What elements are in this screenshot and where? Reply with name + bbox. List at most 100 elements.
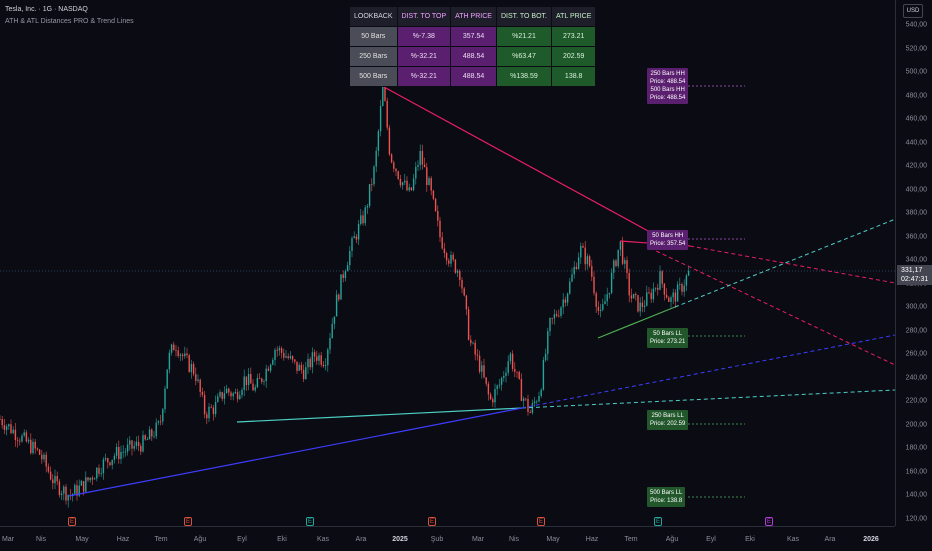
candle-body <box>360 215 362 224</box>
candle-body <box>3 425 6 430</box>
candle-body <box>14 429 17 441</box>
earnings-icon[interactable]: E <box>68 517 76 526</box>
candle-body <box>432 190 435 199</box>
candle-body <box>239 395 241 400</box>
candle-body <box>329 338 331 350</box>
candle-body <box>274 349 276 361</box>
candle-body <box>487 383 490 395</box>
candle-body <box>25 432 28 442</box>
candle-body <box>683 285 685 292</box>
candle-body <box>687 270 690 276</box>
earnings-icon[interactable]: E <box>428 517 436 526</box>
time-tick: Şub <box>430 536 444 543</box>
candle-body <box>419 150 421 166</box>
candle-body <box>219 392 221 397</box>
candle-body <box>569 281 571 294</box>
candle-body <box>399 178 402 186</box>
candle-body <box>676 284 679 302</box>
label-line: Price: 357.54 <box>650 241 686 247</box>
price-tick: 180,00 <box>905 444 927 452</box>
ll-50-label: 50 Bars LL Price: 273.21 <box>647 328 689 348</box>
candle-body <box>192 364 195 375</box>
candle-body <box>540 389 542 396</box>
candle-body <box>247 373 250 385</box>
candle-body <box>498 384 501 386</box>
candle-body <box>203 394 206 415</box>
candle-body <box>639 302 641 312</box>
ll-250-label: 250 Bars LL Price: 202.59 <box>647 410 689 430</box>
candle-body <box>681 284 683 292</box>
candle-body <box>111 459 113 466</box>
earnings-icon[interactable]: E <box>537 517 545 526</box>
candle-body <box>294 359 296 362</box>
candle-body <box>45 454 47 467</box>
candle-body <box>190 364 193 372</box>
candle-body <box>144 435 146 440</box>
candle-body <box>177 350 179 356</box>
label-line: Price: 488.54 <box>650 95 686 101</box>
currency-button[interactable]: USD <box>903 4 923 18</box>
bar-countdown: 02:47:31 <box>901 276 929 283</box>
candle-body <box>148 429 151 440</box>
candle-body <box>133 445 135 449</box>
candle-body <box>142 435 144 452</box>
candle-body <box>331 323 333 339</box>
candle-body <box>386 100 388 128</box>
support-teal-extension <box>521 389 895 409</box>
label-line: Price: 488.54 <box>650 79 686 85</box>
price-tick: 300,00 <box>905 303 927 311</box>
candle-body <box>91 477 94 480</box>
candle-body <box>305 367 307 380</box>
candle-body <box>269 364 272 371</box>
lookback-table: LOOKBACK DIST. TO TOP ATH PRICE DIST. TO… <box>349 6 597 87</box>
candle-body <box>588 256 591 267</box>
time-tick: Ara <box>824 536 836 543</box>
candle-body <box>549 318 551 332</box>
candle-body <box>417 165 419 167</box>
candle-body <box>115 446 118 456</box>
candle-body <box>423 164 426 168</box>
earnings-icon[interactable]: E <box>765 517 773 526</box>
candle-body <box>76 485 78 496</box>
candle-body <box>159 421 162 423</box>
price-tick: 120,00 <box>905 515 927 523</box>
candle-body <box>635 294 637 296</box>
candle-body <box>8 424 10 427</box>
candle-body <box>311 352 314 368</box>
earnings-icon[interactable]: E <box>654 517 662 526</box>
candle-body <box>223 393 226 399</box>
candle-body <box>659 271 661 290</box>
candle-body <box>124 451 127 453</box>
candle-body <box>349 250 351 266</box>
col-dist-bot: DIST. TO BOT. <box>495 6 552 27</box>
candle-body <box>151 429 153 437</box>
price-tick: 540,00 <box>905 21 927 29</box>
earnings-icon[interactable]: E <box>184 517 192 526</box>
earnings-icon[interactable]: E <box>306 517 314 526</box>
candle-body <box>542 360 545 390</box>
time-tick: May <box>546 536 560 543</box>
candle-body <box>364 207 366 224</box>
price-tick: 160,00 <box>905 468 927 476</box>
candle-body <box>582 245 584 248</box>
time-tick: 2025 <box>392 536 408 543</box>
time-tick: Nis <box>35 536 47 543</box>
price-chart[interactable] <box>0 0 895 526</box>
candle-body <box>113 455 116 460</box>
candle-body <box>492 399 494 403</box>
indicator-title[interactable]: ATH & ATL Distances PRO & Trend Lines <box>5 18 134 25</box>
candle-body <box>184 353 186 357</box>
candle-body <box>324 365 327 367</box>
candle-body <box>371 184 373 185</box>
candle-body <box>16 440 19 441</box>
price-axis[interactable]: 540,00 520,00 500,00 480,00 460,00 440,00 420,… <box>895 0 932 526</box>
symbol-title[interactable]: Tesla, Inc. · 1G · NASDAQ <box>5 6 88 13</box>
candle-body <box>146 439 149 441</box>
time-axis[interactable]: Mar Nis May Haz Tem Ağu Eyl Eki Kas Ara 2025 Şub Mar… <box>0 526 895 551</box>
candle-body <box>661 271 663 284</box>
candle-body <box>571 274 573 282</box>
label-line: Price: 138.8 <box>650 498 683 504</box>
candle-body <box>397 171 399 179</box>
candle-body <box>533 401 536 404</box>
candle-body <box>476 354 479 356</box>
